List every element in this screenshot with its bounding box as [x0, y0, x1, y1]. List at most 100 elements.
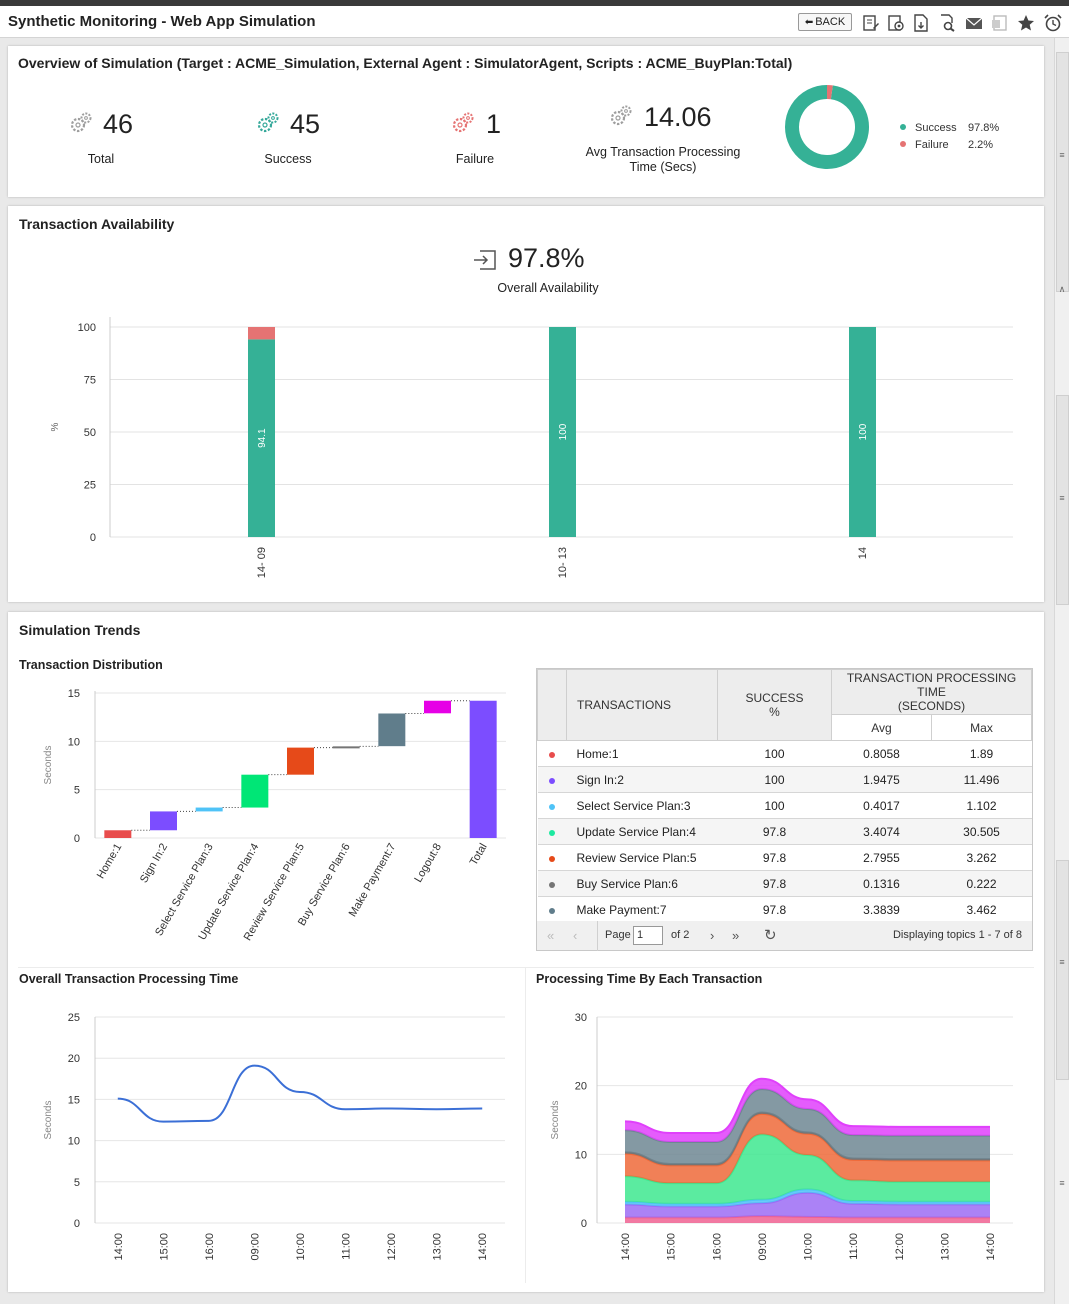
donut-slice-success: [785, 85, 869, 169]
failure-label: Failure: [455, 152, 495, 166]
alarm-icon[interactable]: [1044, 14, 1062, 32]
back-label: BACK: [815, 16, 846, 28]
scrollbar-up-arrow[interactable]: ∧: [1058, 284, 1066, 294]
title-bar: Synthetic Monitoring - Web App Simulatio…: [0, 6, 1069, 38]
prev-page-icon[interactable]: ‹: [573, 928, 578, 943]
scrollbar-grip-3: ≡: [1059, 957, 1065, 967]
legend-failure-label: Failure: [915, 139, 949, 151]
avg-time-label-line2: Time (Secs): [629, 160, 697, 174]
edit-icon[interactable]: [862, 14, 880, 32]
row-avg: 0.8058: [831, 740, 932, 767]
row-avg: 1.9475: [831, 766, 932, 793]
header-avg[interactable]: Avg: [831, 714, 932, 741]
table-row[interactable]: Update Service Plan:4 97.8 3.4074 30.505: [537, 818, 1032, 845]
row-transaction-name: Update Service Plan:4: [566, 818, 718, 845]
total-label: Total: [87, 152, 115, 166]
failure-value: 1: [486, 109, 502, 139]
row-bullet-cell: [537, 766, 567, 793]
settings-icon[interactable]: [887, 14, 905, 32]
row-color-dot: [549, 855, 555, 862]
header-processing-time: TRANSACTION PROCESSING TIME (SECONDS): [831, 669, 1032, 715]
trends-divider: [18, 967, 1034, 968]
row-success: 97.8: [717, 844, 832, 871]
window-top-strip: [0, 0, 1069, 6]
availability-panel: Transaction Availability 97.8% Overall A…: [8, 206, 1044, 602]
row-max: 0.222: [931, 870, 1032, 897]
x-tick-label: 14: [857, 547, 869, 559]
row-bullet-cell: [537, 844, 567, 871]
row-color-dot: [549, 803, 555, 810]
display-count-label: Displaying topics 1 - 7 of 8: [892, 929, 1022, 941]
row-transaction-name: Select Service Plan:3: [566, 792, 718, 819]
page-label: Page: [605, 929, 631, 941]
header-transactions[interactable]: TRANSACTIONS: [566, 669, 718, 741]
table-row[interactable]: Select Service Plan:3 100 0.4017 1.102: [537, 792, 1032, 819]
legend-success-pct: 97.8%: [968, 122, 1000, 134]
header-tpt-line2: (SECONDS): [897, 699, 966, 713]
header-tpt-line1: TRANSACTION PROCESSING TIME: [846, 671, 1017, 699]
y-tick-label: 75: [84, 375, 96, 387]
sign-in-arrow-icon: [474, 250, 496, 270]
scrollbar-thumb-3[interactable]: [1056, 860, 1069, 1080]
table-row[interactable]: Make Payment:7 97.8 3.3839 3.462: [537, 896, 1032, 923]
row-max: 1.89: [931, 740, 1032, 767]
excel-icon[interactable]: [991, 14, 1009, 32]
success-value: 45: [290, 109, 321, 139]
scrollbar-thumb-1[interactable]: [1056, 52, 1069, 292]
table-row[interactable]: Home:1 100 0.8058 1.89: [537, 740, 1032, 767]
x-tick-label: 10- 13: [557, 547, 569, 578]
star-icon[interactable]: [1017, 14, 1035, 32]
row-success: 100: [717, 766, 832, 793]
row-avg: 0.4017: [831, 792, 932, 819]
failure-gears-icon: [452, 112, 474, 133]
row-success: 100: [717, 740, 832, 767]
legend-failure[interactable]: Failure 2.2%: [900, 139, 993, 151]
header-success[interactable]: SUCCESS%: [717, 669, 832, 741]
scrollbar-grip-4: ≡: [1059, 1178, 1065, 1188]
table-row[interactable]: Review Service Plan:5 97.8 2.7955 3.262: [537, 844, 1032, 871]
row-bullet-cell: [537, 818, 567, 845]
total-gears-icon: [70, 112, 92, 133]
row-color-dot: [549, 777, 555, 784]
availability-label: Overall Availability: [497, 281, 599, 295]
availability-value: 97.8%: [508, 243, 585, 273]
page-scrollbar[interactable]: ≡ ∧ ≡ ≡ ≡: [1054, 38, 1069, 1304]
back-button[interactable]: ⬅ BACK: [798, 13, 852, 31]
avg-time-label-line1: Avg Transaction Processing: [585, 145, 741, 159]
row-avg: 3.3839: [831, 896, 932, 923]
print-preview-icon[interactable]: [938, 14, 956, 32]
row-transaction-name: Home:1: [566, 740, 718, 767]
status-donut-chart: [785, 85, 869, 169]
header-success-line1: SUCCESS: [745, 691, 804, 705]
legend-failure-dot: [900, 141, 906, 147]
row-transaction-name: Review Service Plan:5: [566, 844, 718, 871]
next-page-icon[interactable]: ›: [710, 928, 715, 943]
row-transaction-name: Make Payment:7: [566, 896, 718, 923]
mail-icon[interactable]: [965, 14, 983, 32]
row-max: 1.102: [931, 792, 1032, 819]
legend-success[interactable]: Success 97.8%: [900, 122, 999, 134]
pdf-icon[interactable]: [912, 14, 930, 32]
row-bullet-cell: [537, 870, 567, 897]
refresh-icon[interactable]: ↻: [764, 927, 777, 944]
back-arrow-icon: ⬅: [804, 17, 814, 28]
row-color-dot: [549, 829, 555, 836]
row-max: 30.505: [931, 818, 1032, 845]
scrollbar-grip-1: ≡: [1059, 150, 1065, 160]
header-success-line2: %: [769, 705, 780, 719]
row-transaction-name: Buy Service Plan:6: [566, 870, 718, 897]
table-row[interactable]: Sign In:2 100 1.9475 11.496: [537, 766, 1032, 793]
page-number-input[interactable]: 1: [633, 926, 663, 945]
availability-success-bar: [248, 339, 275, 537]
header-max[interactable]: Max: [930, 714, 1033, 741]
bar-value-label: 100: [858, 423, 869, 440]
last-page-icon[interactable]: »: [732, 928, 740, 943]
x-tick-label: 14- 09: [256, 547, 268, 578]
y-tick-label: 0: [90, 532, 96, 544]
avg-time-value: 14.06: [644, 102, 712, 132]
legend-success-dot: [900, 124, 906, 130]
first-page-icon[interactable]: «: [547, 928, 555, 943]
trends-vertical-divider: [525, 968, 526, 1283]
overall-time-title: Overall Transaction Processing Time: [19, 972, 239, 986]
table-row[interactable]: Buy Service Plan:6 97.8 0.1316 0.222: [537, 870, 1032, 897]
